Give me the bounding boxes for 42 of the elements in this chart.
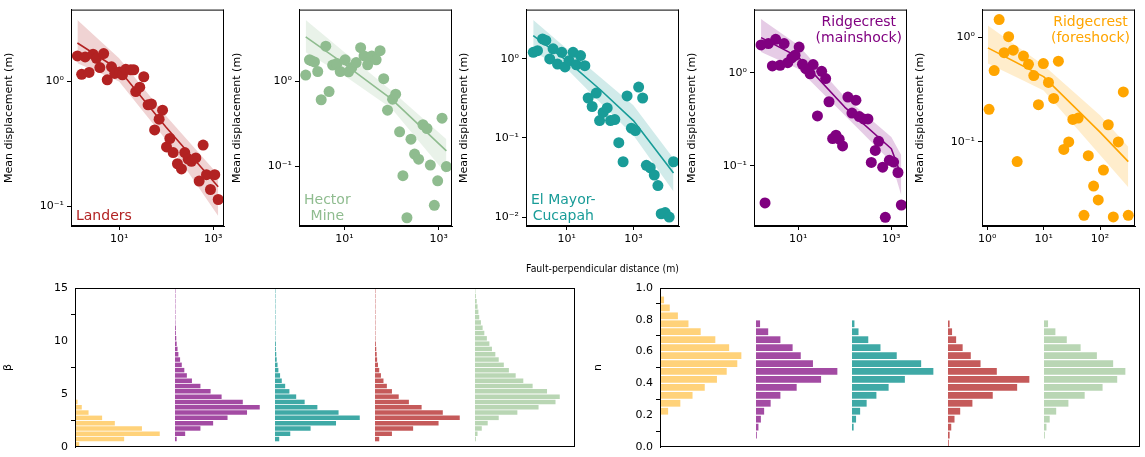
x-tick-label: 10³ (624, 232, 643, 246)
y-tick-label: 0.8 (635, 312, 653, 326)
y-tick-label: 0.6 (635, 344, 653, 358)
y-tick-label: 0 (61, 439, 68, 453)
y-tick-label: 5 (61, 386, 68, 400)
y-tick-label: 15 (54, 280, 68, 294)
y-tick-label: 10⁻¹ (722, 158, 747, 172)
x-tick-label: 10³ (429, 232, 448, 246)
y-tick-label: 10⁻² (494, 209, 519, 223)
y-tick-label: 0.2 (635, 408, 653, 422)
y-axis-title: Mean displacement (m) (230, 52, 244, 183)
x-tick-label: 10¹ (788, 232, 808, 246)
x-tick-label: 10² (1090, 232, 1110, 246)
y-axis-title: Mean displacement (m) (685, 52, 699, 183)
x-tick-label: 10¹ (1034, 232, 1053, 246)
y-tick-label: 0.4 (635, 376, 653, 390)
x-tick-label: 10⁰ (977, 232, 997, 246)
y-tick-label: 10⁻¹ (494, 130, 519, 144)
y-tick-label: 10 (54, 333, 68, 347)
x-tick-label: 10¹ (557, 232, 576, 246)
y-tick-label: 1.0 (635, 280, 653, 294)
y-tick-label: 10⁻¹ (267, 159, 292, 173)
y-tick-label: 10⁰ (500, 51, 520, 65)
annotation: El Mayor- Cucapah (531, 191, 596, 223)
x-tick-label: 10³ (203, 232, 223, 246)
x-tick-label: 10¹ (109, 232, 129, 246)
y-tick-label: 0.0 (635, 439, 653, 453)
x-tick-label: 10³ (882, 232, 901, 246)
annotation: Landers (75, 207, 132, 223)
y-axis-title: Mean displacement (m) (913, 52, 927, 183)
x-tick-label: 10¹ (335, 232, 354, 246)
y-tick-label: 10⁰ (45, 74, 65, 88)
y-axis-title: Mean displacement (m) (457, 52, 471, 183)
x-axis-title: Fault-perpendicular distance (m) (526, 262, 679, 275)
annotation: Ridgecrest (foreshock) (1050, 12, 1131, 45)
y-tick-label: 10⁻¹ (39, 199, 64, 213)
y-axis-title: Mean displacement (m) (2, 52, 16, 183)
y-tick-label: 10⁻¹ (950, 134, 975, 148)
annotation: Hector Mine (304, 191, 351, 223)
y-axis-title: n (591, 363, 605, 371)
annotation: Ridgecrest (mainshock) (815, 12, 903, 45)
y-axis-title: β (1, 363, 15, 372)
